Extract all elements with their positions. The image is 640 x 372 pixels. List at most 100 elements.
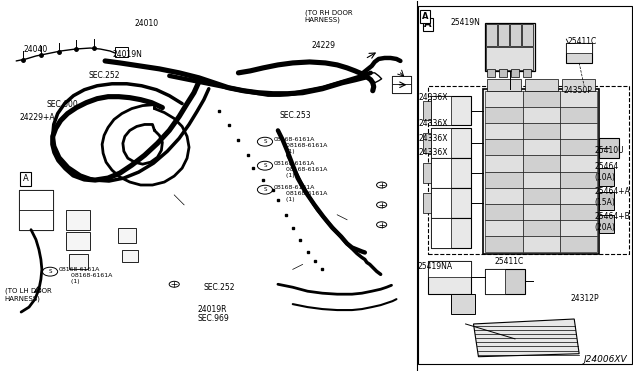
Bar: [431, 128, 451, 158]
Text: 24040: 24040: [24, 45, 48, 54]
Bar: [522, 155, 560, 171]
Bar: [122, 250, 138, 262]
Bar: [486, 47, 532, 70]
Text: 24336X: 24336X: [419, 134, 448, 142]
Bar: [485, 204, 522, 220]
Text: 25410U: 25410U: [595, 146, 624, 155]
Bar: [115, 47, 128, 57]
Bar: [19, 210, 52, 230]
Bar: [560, 204, 597, 220]
Bar: [485, 139, 522, 155]
Bar: [560, 155, 597, 171]
Bar: [522, 236, 560, 253]
Bar: [485, 107, 522, 123]
Bar: [428, 86, 628, 254]
Text: 08168-6161A
      08168-6161A
      (1): 08168-6161A 08168-6161A (1): [274, 161, 327, 178]
Bar: [431, 158, 470, 188]
Bar: [499, 69, 507, 77]
Text: 08168-6161A
      08168-6161A
      (1): 08168-6161A 08168-6161A (1): [274, 185, 327, 202]
Text: 24019N: 24019N: [112, 51, 142, 60]
Bar: [560, 220, 597, 236]
Bar: [485, 123, 522, 139]
Bar: [423, 193, 431, 213]
Text: S: S: [263, 187, 267, 192]
Text: SEC.600: SEC.600: [47, 100, 79, 109]
Bar: [522, 171, 560, 188]
Bar: [485, 236, 522, 253]
Bar: [522, 24, 532, 46]
Bar: [566, 43, 592, 63]
Text: SEC.969: SEC.969: [197, 314, 229, 323]
Bar: [431, 96, 470, 125]
Text: SEC.252: SEC.252: [204, 283, 235, 292]
Text: SEC.252: SEC.252: [88, 71, 120, 80]
Bar: [431, 158, 451, 188]
Text: S: S: [263, 139, 267, 144]
Text: 25464+B
(20A): 25464+B (20A): [595, 212, 630, 232]
Text: 24336X: 24336X: [419, 148, 448, 157]
Bar: [485, 269, 505, 294]
Bar: [485, 188, 522, 204]
Bar: [431, 188, 451, 218]
Bar: [510, 24, 521, 46]
Polygon shape: [474, 319, 579, 357]
Text: 24336X: 24336X: [419, 119, 448, 128]
Text: 25464
(10A): 25464 (10A): [595, 162, 618, 182]
Bar: [486, 24, 497, 46]
Text: 25411C: 25411C: [567, 37, 596, 46]
Text: 25411C: 25411C: [495, 257, 524, 266]
Bar: [522, 123, 560, 139]
Bar: [485, 171, 522, 188]
Bar: [392, 76, 412, 84]
Bar: [65, 232, 90, 250]
Bar: [522, 220, 560, 236]
Bar: [522, 188, 560, 204]
Text: 24312P: 24312P: [570, 294, 599, 303]
Text: A: A: [424, 19, 431, 29]
Text: A: A: [422, 12, 428, 21]
Text: SEC.253: SEC.253: [280, 111, 311, 121]
Text: 24010: 24010: [134, 19, 158, 28]
Text: S: S: [48, 269, 52, 274]
Bar: [431, 218, 451, 247]
Bar: [418, 6, 632, 364]
Text: 25464+A
(15A): 25464+A (15A): [595, 187, 630, 207]
Bar: [562, 79, 595, 91]
Bar: [65, 210, 90, 230]
Bar: [487, 79, 520, 91]
Text: 08168-6161A
      08168-6161A
      (1): 08168-6161A 08168-6161A (1): [274, 137, 327, 154]
Bar: [485, 155, 522, 171]
Text: (TO LH DOOR
HARNESS): (TO LH DOOR HARNESS): [4, 288, 51, 302]
Text: J24006XV: J24006XV: [584, 355, 627, 364]
Text: 24229: 24229: [311, 41, 335, 50]
Text: 25419NA: 25419NA: [417, 262, 452, 270]
Bar: [560, 188, 597, 204]
Bar: [511, 69, 519, 77]
Text: 24019R: 24019R: [197, 305, 227, 314]
Bar: [599, 192, 614, 210]
Bar: [118, 228, 136, 243]
Bar: [68, 254, 88, 269]
Bar: [525, 79, 558, 91]
Bar: [522, 139, 560, 155]
Bar: [423, 163, 431, 183]
Bar: [485, 91, 522, 107]
Bar: [485, 23, 535, 71]
Bar: [560, 107, 597, 123]
Bar: [487, 69, 495, 77]
Bar: [485, 269, 525, 294]
Bar: [560, 139, 597, 155]
Bar: [523, 69, 531, 77]
Text: 08168-6161A
      08168-6161A
      (1): 08168-6161A 08168-6161A (1): [59, 267, 112, 284]
Bar: [428, 262, 470, 294]
Bar: [599, 168, 614, 186]
Bar: [431, 218, 470, 247]
Bar: [560, 171, 597, 188]
Text: (TO RH DOOR
HARNESS): (TO RH DOOR HARNESS): [305, 9, 353, 23]
Bar: [498, 24, 509, 46]
Bar: [431, 188, 470, 218]
Text: 24336X: 24336X: [419, 93, 448, 102]
Bar: [19, 190, 52, 210]
Bar: [392, 84, 412, 93]
Bar: [560, 123, 597, 139]
